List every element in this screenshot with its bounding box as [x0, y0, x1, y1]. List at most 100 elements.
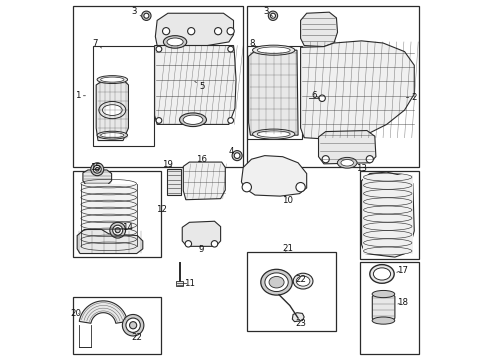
Ellipse shape: [97, 131, 127, 139]
Circle shape: [110, 222, 125, 238]
Text: 9: 9: [198, 245, 204, 255]
Polygon shape: [79, 301, 127, 323]
Text: 11: 11: [184, 279, 195, 288]
Ellipse shape: [261, 269, 293, 295]
Polygon shape: [293, 313, 304, 321]
Ellipse shape: [183, 115, 203, 125]
Polygon shape: [167, 168, 181, 195]
Bar: [176, 281, 183, 286]
Bar: [363, 175, 413, 253]
Circle shape: [296, 183, 305, 192]
Ellipse shape: [373, 268, 391, 280]
Bar: [73, 171, 161, 257]
Bar: [93, 45, 153, 146]
Circle shape: [269, 11, 278, 21]
Ellipse shape: [269, 276, 284, 288]
Ellipse shape: [167, 38, 183, 46]
Circle shape: [228, 118, 234, 123]
Polygon shape: [372, 294, 395, 320]
Circle shape: [91, 163, 104, 176]
Text: 2: 2: [406, 93, 417, 102]
Polygon shape: [362, 172, 414, 257]
Circle shape: [113, 225, 122, 235]
Ellipse shape: [257, 47, 290, 53]
Text: 8: 8: [249, 39, 255, 48]
Polygon shape: [155, 45, 236, 125]
Circle shape: [234, 153, 240, 158]
Polygon shape: [300, 41, 414, 140]
Ellipse shape: [370, 265, 394, 283]
Text: 13: 13: [356, 164, 367, 173]
Circle shape: [96, 167, 99, 171]
Ellipse shape: [296, 276, 310, 286]
Text: 3: 3: [263, 7, 273, 17]
Circle shape: [142, 11, 151, 21]
Ellipse shape: [102, 105, 122, 116]
Ellipse shape: [179, 113, 206, 127]
Circle shape: [227, 28, 234, 35]
Polygon shape: [248, 50, 298, 135]
Circle shape: [163, 28, 170, 35]
Text: 21: 21: [283, 244, 294, 253]
Circle shape: [122, 315, 144, 336]
Text: 7: 7: [92, 39, 101, 48]
Text: 6: 6: [311, 91, 319, 100]
Ellipse shape: [341, 159, 353, 166]
Text: 22: 22: [131, 333, 142, 342]
Bar: [81, 184, 137, 246]
Circle shape: [232, 150, 242, 161]
Text: 18: 18: [396, 298, 408, 307]
Polygon shape: [182, 221, 220, 246]
Bar: [73, 6, 243, 167]
Polygon shape: [318, 131, 376, 164]
Ellipse shape: [100, 133, 124, 138]
Circle shape: [185, 240, 192, 247]
Circle shape: [156, 46, 162, 52]
Polygon shape: [96, 81, 128, 140]
Bar: [247, 45, 302, 139]
Ellipse shape: [257, 131, 290, 137]
Circle shape: [228, 46, 234, 52]
Text: 20: 20: [70, 309, 81, 318]
Text: 23: 23: [295, 319, 306, 328]
Polygon shape: [83, 170, 112, 184]
Bar: [360, 171, 419, 259]
Text: 17: 17: [396, 266, 408, 275]
Ellipse shape: [100, 77, 124, 82]
Bar: [247, 252, 337, 330]
Polygon shape: [77, 229, 143, 253]
Ellipse shape: [372, 317, 395, 324]
Text: 22: 22: [295, 275, 306, 284]
Ellipse shape: [337, 157, 357, 168]
Ellipse shape: [252, 45, 295, 55]
Ellipse shape: [99, 102, 126, 119]
Ellipse shape: [97, 76, 127, 84]
Circle shape: [126, 318, 140, 332]
Text: 10: 10: [282, 196, 293, 205]
Bar: [360, 262, 419, 354]
Circle shape: [242, 183, 251, 192]
Ellipse shape: [265, 273, 288, 292]
Circle shape: [144, 13, 149, 18]
Circle shape: [129, 321, 137, 329]
Text: 5: 5: [195, 81, 205, 91]
Polygon shape: [300, 12, 338, 46]
Text: 19: 19: [163, 160, 173, 169]
Text: 16: 16: [196, 155, 207, 164]
Circle shape: [366, 156, 373, 163]
Polygon shape: [155, 13, 234, 45]
Circle shape: [211, 240, 218, 247]
Circle shape: [319, 95, 325, 102]
Ellipse shape: [293, 273, 313, 289]
Circle shape: [188, 28, 195, 35]
Polygon shape: [183, 162, 225, 200]
Polygon shape: [242, 156, 307, 196]
Text: 3: 3: [132, 7, 142, 17]
Text: 4: 4: [229, 147, 234, 156]
Circle shape: [115, 228, 120, 233]
Text: 14: 14: [122, 223, 133, 232]
Text: 15: 15: [90, 163, 100, 172]
Text: 1: 1: [75, 91, 85, 100]
Ellipse shape: [372, 291, 395, 298]
Ellipse shape: [164, 36, 187, 48]
